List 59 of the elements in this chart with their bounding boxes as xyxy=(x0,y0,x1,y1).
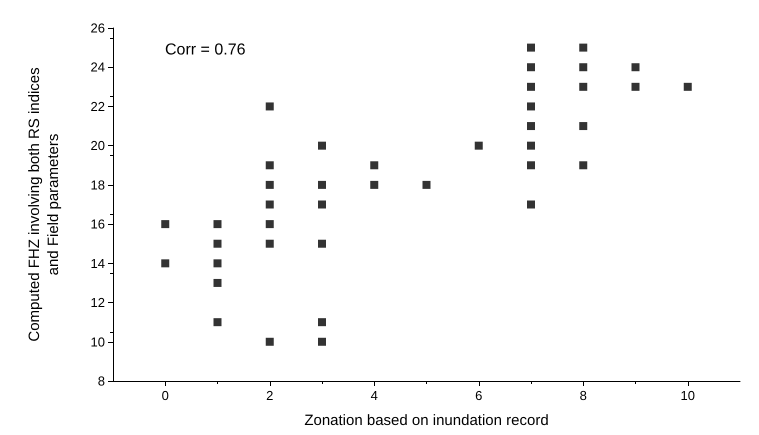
point xyxy=(422,180,430,189)
point xyxy=(632,63,640,72)
point xyxy=(684,82,692,91)
y-tick-label: 18 xyxy=(90,177,105,192)
x-tick-label: 6 xyxy=(475,388,482,403)
x-tick-label: 0 xyxy=(162,388,169,403)
point xyxy=(266,338,274,346)
point xyxy=(161,220,170,228)
y-axis-title: Computed FHZ involving both RS indices and Field parameters xyxy=(26,67,62,342)
point xyxy=(527,102,535,110)
x-tick-label: 2 xyxy=(266,388,274,403)
y-tick-label: 14 xyxy=(90,256,105,271)
annotation: Corr = 0.76 xyxy=(165,42,246,58)
point xyxy=(579,82,588,91)
point xyxy=(318,240,326,248)
point xyxy=(161,259,170,268)
point xyxy=(527,122,535,130)
point xyxy=(318,200,326,208)
y-tick-label: 24 xyxy=(90,60,105,75)
y-tick-label: 22 xyxy=(90,98,105,114)
point xyxy=(579,122,588,130)
point xyxy=(266,102,274,110)
point xyxy=(214,240,222,248)
point xyxy=(266,200,274,208)
point xyxy=(318,338,326,346)
point xyxy=(318,142,326,150)
x-tick-label: 4 xyxy=(370,388,378,403)
point xyxy=(527,161,535,170)
y-tick-label: 20 xyxy=(90,138,105,154)
point xyxy=(579,63,588,72)
point xyxy=(527,82,535,91)
point xyxy=(214,220,222,228)
point xyxy=(266,161,274,170)
y-tick-label: 26 xyxy=(90,20,105,36)
point xyxy=(214,259,222,268)
point xyxy=(370,161,378,170)
point xyxy=(318,180,326,189)
point xyxy=(318,318,326,326)
y-tick-label: 10 xyxy=(90,334,105,350)
x-tick-label: 8 xyxy=(580,388,587,403)
point xyxy=(527,44,535,52)
x-axis-title: Zonation based on inundation record xyxy=(304,412,549,429)
point xyxy=(214,318,222,326)
point xyxy=(527,63,535,72)
point xyxy=(370,180,378,189)
point xyxy=(527,142,535,150)
point xyxy=(214,278,222,287)
point xyxy=(266,220,274,228)
point xyxy=(527,200,535,208)
y-tick-label: 8 xyxy=(98,374,105,388)
point xyxy=(579,44,588,52)
x-tick-label: 10 xyxy=(680,388,695,403)
point xyxy=(579,161,588,170)
y-tick-label: 16 xyxy=(90,216,105,232)
point xyxy=(266,240,274,248)
point xyxy=(632,82,640,91)
point xyxy=(266,180,274,189)
point xyxy=(474,142,483,150)
y-tick-label: 12 xyxy=(90,295,105,310)
